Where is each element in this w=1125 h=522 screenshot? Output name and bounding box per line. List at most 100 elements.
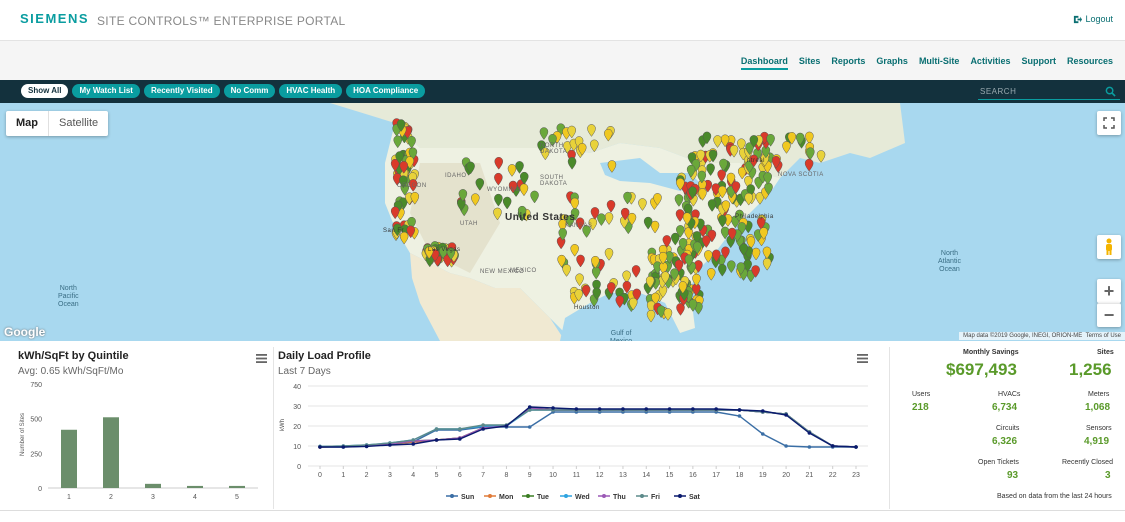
site-pin[interactable] <box>557 254 566 268</box>
search-input[interactable]: SEARCH <box>978 84 1120 100</box>
site-pin[interactable] <box>396 119 406 132</box>
site-pin[interactable] <box>696 149 706 163</box>
site-pin[interactable] <box>530 190 539 204</box>
site-pin[interactable] <box>762 257 772 271</box>
site-pin[interactable] <box>508 180 518 194</box>
site-pin[interactable] <box>494 193 503 207</box>
hvacs-value[interactable]: 6,734 <box>992 402 1018 413</box>
site-pin[interactable] <box>643 216 653 230</box>
site-pin[interactable] <box>390 158 400 172</box>
legend-sun[interactable]: Sun <box>446 494 474 501</box>
site-pin[interactable] <box>749 135 759 148</box>
filter-no-comm[interactable]: No Comm <box>223 84 276 98</box>
site-pins[interactable] <box>390 118 826 323</box>
site-pin[interactable] <box>698 188 707 201</box>
site-pin[interactable] <box>395 151 404 164</box>
site-pin[interactable] <box>638 198 647 211</box>
site-pin[interactable] <box>623 191 632 205</box>
site-pin[interactable] <box>721 200 731 214</box>
site-pin[interactable] <box>631 265 641 278</box>
site-pin[interactable] <box>558 228 567 241</box>
filter-show-all[interactable]: Show All <box>21 84 69 98</box>
site-pin[interactable] <box>562 264 571 277</box>
site-pin[interactable] <box>539 127 549 140</box>
site-pin[interactable] <box>692 273 701 287</box>
site-pin[interactable] <box>671 232 680 246</box>
site-pin[interactable] <box>575 217 585 231</box>
site-pin[interactable] <box>720 134 730 148</box>
site-pin[interactable] <box>751 265 760 278</box>
site-pin[interactable] <box>607 282 616 295</box>
site-pin[interactable] <box>744 192 753 206</box>
map-type-map[interactable]: Map <box>16 117 38 129</box>
site-pin[interactable] <box>393 135 402 149</box>
logout-button[interactable]: Logout <box>1073 14 1113 24</box>
site-pin[interactable] <box>763 172 772 185</box>
site-pin[interactable] <box>736 262 746 275</box>
filter-recently-visited[interactable]: Recently Visited <box>143 84 220 98</box>
site-pin[interactable] <box>607 160 617 173</box>
site-pin[interactable] <box>567 125 576 139</box>
circuits-value[interactable]: 6,326 <box>992 436 1018 447</box>
legend-sat[interactable]: Sat <box>674 494 701 501</box>
sensors-value[interactable]: 4,919 <box>1084 436 1110 447</box>
site-pin[interactable] <box>570 208 580 221</box>
site-pin[interactable] <box>507 164 517 177</box>
site-pin[interactable] <box>548 134 557 147</box>
site-pin[interactable] <box>718 263 727 277</box>
site-pin[interactable] <box>726 172 736 186</box>
site-pin[interactable] <box>712 249 721 263</box>
nav-multi-site[interactable]: Multi-Site <box>918 56 960 66</box>
zoom-out-button[interactable]: − <box>1097 303 1121 327</box>
site-pin[interactable] <box>795 132 805 146</box>
filter-hvac-health[interactable]: HVAC Health <box>279 84 343 98</box>
site-pin[interactable] <box>678 281 688 294</box>
site-pin[interactable] <box>604 212 614 225</box>
site-pin[interactable] <box>570 244 579 257</box>
legend-tue[interactable]: Tue <box>522 494 549 501</box>
site-pin[interactable] <box>751 247 761 261</box>
site-pin[interactable] <box>475 178 485 191</box>
site-pin[interactable] <box>458 189 468 202</box>
site-pin[interactable] <box>399 231 409 245</box>
site-pin[interactable] <box>515 161 524 174</box>
site-pin[interactable] <box>502 196 512 210</box>
site-pin[interactable] <box>737 166 747 180</box>
map-type-satellite[interactable]: Satellite <box>48 111 108 136</box>
site-pin[interactable] <box>676 303 685 316</box>
logout-label[interactable]: Logout <box>1085 14 1113 24</box>
terms-link[interactable]: Terms of Use <box>1085 333 1121 339</box>
site-pin[interactable] <box>661 271 670 285</box>
site-pin[interactable] <box>731 181 741 194</box>
site-pin[interactable] <box>408 179 418 192</box>
site-pin[interactable] <box>704 250 713 263</box>
site-pin[interactable] <box>676 178 685 191</box>
siemens-logo[interactable]: SIEMENS <box>20 11 90 26</box>
site-pin[interactable] <box>727 260 736 274</box>
site-pin[interactable] <box>746 236 756 250</box>
nav-graphs[interactable]: Graphs <box>876 56 908 66</box>
site-pin[interactable] <box>471 193 480 207</box>
nav-reports[interactable]: Reports <box>831 56 866 66</box>
site-pin[interactable] <box>766 133 775 147</box>
site-pin[interactable] <box>787 132 797 145</box>
site-pin[interactable] <box>684 227 693 240</box>
site-pin[interactable] <box>590 139 599 153</box>
legend-mon[interactable]: Mon <box>484 494 513 501</box>
site-pin[interactable] <box>632 288 642 302</box>
site-pin[interactable] <box>674 259 684 273</box>
site-pin[interactable] <box>719 158 728 172</box>
site-pin[interactable] <box>771 156 781 169</box>
site-pin[interactable] <box>567 157 577 170</box>
site-pin[interactable] <box>806 147 815 161</box>
site-pin[interactable] <box>646 309 656 323</box>
site-pin[interactable] <box>653 193 662 206</box>
site-pin[interactable] <box>692 231 702 244</box>
site-pin[interactable] <box>663 308 673 321</box>
quintile-menu-icon[interactable] <box>256 354 267 363</box>
nav-resources[interactable]: Resources <box>1066 56 1113 66</box>
nav-support[interactable]: Support <box>1021 56 1056 66</box>
site-pin[interactable] <box>565 215 575 228</box>
legend-wed[interactable]: Wed <box>560 494 590 501</box>
site-pin[interactable] <box>674 194 684 207</box>
